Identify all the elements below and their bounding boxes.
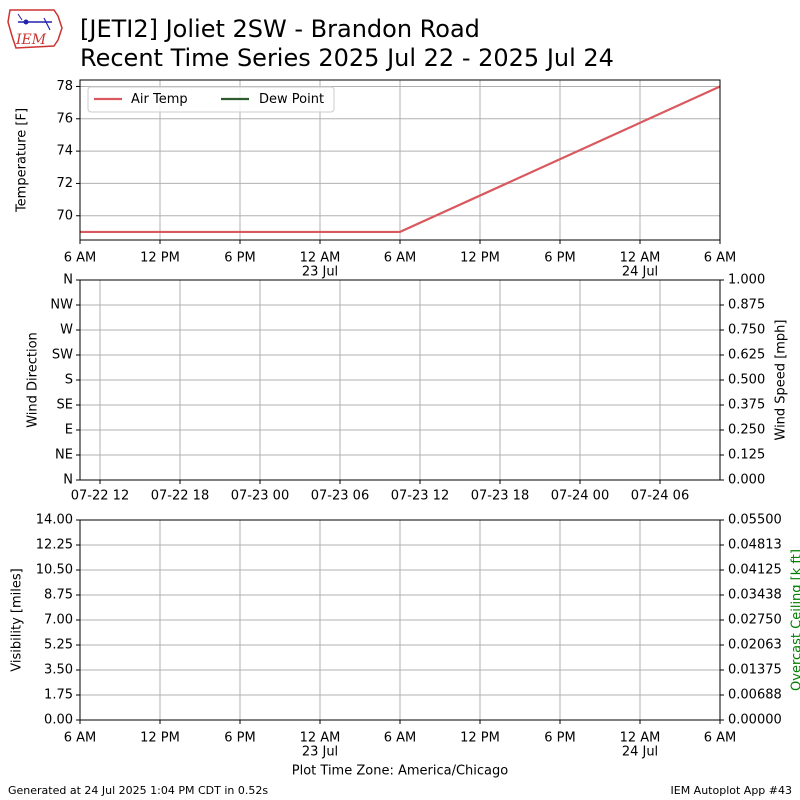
wind-speed-ytick-label: 0.750: [728, 323, 765, 338]
wind-speed-ytick-label: 0.375: [728, 398, 765, 413]
legend-box: [87, 86, 335, 113]
temp-xtick-date-label: 23 Jul: [302, 265, 338, 280]
chart-title-line2: Recent Time Series 2025 Jul 22 - 2025 Ju…: [80, 44, 614, 72]
vis-ytick-label: 5.25: [44, 638, 73, 653]
vis-xtick-label: 12 PM: [460, 731, 500, 746]
wind-speed-ytick-label: 0.000: [728, 473, 765, 488]
wind-speed-ytick-label: 0.125: [728, 448, 765, 463]
wind-dir-ytick-label: NW: [50, 298, 73, 313]
temp-xtick-label: 6 PM: [544, 251, 575, 266]
plot-timezone-xlabel: Plot Time Zone: America/Chicago: [292, 764, 508, 779]
vis-ytick-label: 3.50: [44, 663, 73, 678]
temp-xtick-label: 12 PM: [140, 251, 180, 266]
vis-xtick-label: 6 PM: [544, 731, 575, 746]
wind-dir-ytick-label: NE: [55, 448, 73, 463]
wind-dir-ytick-label: S: [65, 373, 73, 388]
wind-xtick-label: 07-23 06: [311, 489, 369, 504]
wind-speed-ytick-label: 0.625: [728, 348, 765, 363]
temp-ytick-label: 74: [56, 144, 73, 159]
app-footer: IEM Autoplot App #43: [670, 784, 793, 797]
wind-speed-ytick-label: 0.500: [728, 373, 765, 388]
generated-footer: Generated at 24 Jul 2025 1:04 PM CDT in …: [8, 784, 269, 797]
ceiling-ytick-label: 0.03438: [728, 588, 782, 603]
vis-ytick-label: 14.00: [36, 513, 73, 528]
wind-dir-ytick-label: N: [63, 473, 73, 488]
temp-xtick-label: 12 AM: [620, 251, 661, 266]
vis-xtick-label: 6 PM: [224, 731, 255, 746]
ceiling-ytick-label: 0.02063: [728, 638, 782, 653]
wind-xtick-label: 07-23 00: [231, 489, 289, 504]
wind-dir-ytick-label: SE: [57, 398, 73, 413]
vis-ylabel: Visibility [miles]: [10, 568, 25, 671]
vis-xtick-date-label: 24 Jul: [622, 745, 658, 760]
vis-ytick-label: 8.75: [44, 588, 73, 603]
wind-xtick-label: 07-23 12: [391, 489, 449, 504]
ceiling-ytick-label: 0.04125: [728, 563, 782, 578]
chart-title-line1: [JETI2] Joliet 2SW - Brandon Road: [80, 15, 480, 43]
wind-dir-ytick-label: SW: [52, 348, 73, 363]
temp-xtick-date-label: 24 Jul: [622, 265, 658, 280]
wind-speed-ytick-label: 1.000: [728, 273, 765, 288]
vis-ytick-label: 7.00: [44, 613, 73, 628]
vis-xtick-label: 6 AM: [384, 731, 417, 746]
wind-dir-ytick-label: W: [60, 323, 73, 338]
iem-logo: IEM: [6, 6, 66, 52]
wind-xtick-label: 07-24 00: [551, 489, 609, 504]
vis-ytick-label: 1.75: [44, 688, 73, 703]
vis-xtick-label: 6 AM: [64, 731, 97, 746]
wind-speed-ylabel: Wind Speed [mph]: [774, 320, 789, 441]
wind-speed-ytick-label: 0.875: [728, 298, 765, 313]
temp-ytick-label: 70: [56, 208, 73, 223]
temp-xtick-label: 6 AM: [704, 251, 737, 266]
legend-label-air-temp: Air Temp: [131, 92, 188, 107]
wind-xtick-label: 07-23 18: [471, 489, 529, 504]
ceiling-ytick-label: 0.01375: [728, 663, 782, 678]
temp-ytick-label: 78: [56, 79, 73, 94]
ceiling-ytick-label: 0.00000: [728, 713, 782, 728]
temp-xtick-label: 12 PM: [460, 251, 500, 266]
wind-dir-ylabel: Wind Direction: [26, 332, 41, 428]
vis-ytick-label: 0.00: [44, 713, 73, 728]
wind-xtick-label: 07-22 12: [71, 489, 129, 504]
temp-xtick-label: 6 AM: [384, 251, 417, 266]
ceiling-ytick-label: 0.00688: [728, 688, 782, 703]
vis-xtick-label: 6 AM: [704, 731, 737, 746]
series-line-air-temp: [80, 85, 721, 234]
ceiling-ytick-label: 0.02750: [728, 613, 782, 628]
wind-dir-ytick-label: N: [63, 273, 73, 288]
wind-xtick-label: 07-24 06: [631, 489, 689, 504]
ceiling-ylabel: Overcast Ceiling [k ft]: [790, 549, 800, 691]
temp-ytick-label: 76: [56, 111, 73, 126]
vis-ytick-label: 12.25: [36, 538, 73, 553]
ceiling-ytick-label: 0.04813: [728, 538, 782, 553]
vis-xtick-label: 12 AM: [300, 731, 341, 746]
vis-xtick-label: 12 PM: [140, 731, 180, 746]
vis-ytick-label: 10.50: [36, 563, 73, 578]
wind-xtick-label: 07-22 18: [151, 489, 209, 504]
temp-ytick-label: 72: [56, 176, 73, 191]
ceiling-ytick-label: 0.05500: [728, 513, 782, 528]
vis-xtick-date-label: 23 Jul: [302, 745, 338, 760]
legend-label-dew-point: Dew Point: [259, 92, 324, 107]
wind-speed-ytick-label: 0.250: [728, 423, 765, 438]
temp-xtick-label: 12 AM: [300, 251, 341, 266]
vis-xtick-label: 12 AM: [620, 731, 661, 746]
temp-xtick-label: 6 PM: [224, 251, 255, 266]
wind-dir-ytick-label: E: [65, 423, 73, 438]
temp-ylabel: Temperature [F]: [15, 108, 30, 213]
temp-xtick-label: 6 AM: [64, 251, 97, 266]
logo-text: IEM: [15, 32, 47, 48]
